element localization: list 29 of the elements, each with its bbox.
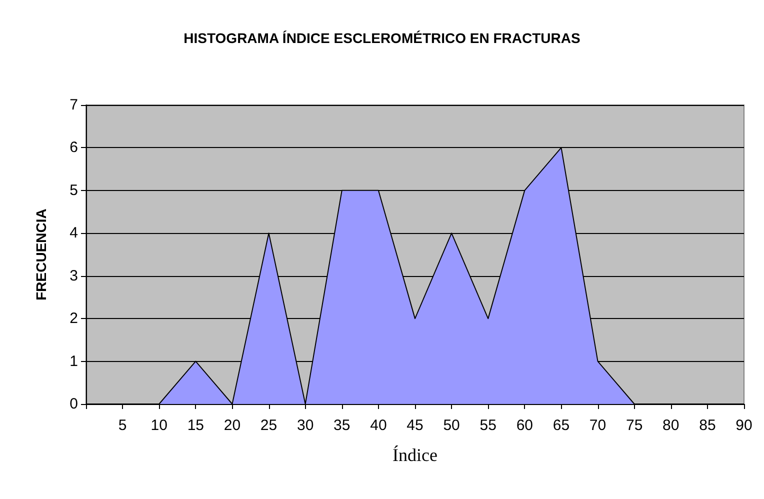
y-axis-title: FRECUENCIA bbox=[33, 208, 49, 300]
x-tick-label: 55 bbox=[480, 417, 496, 434]
y-tick-label: 5 bbox=[70, 182, 78, 199]
x-tick-label: 65 bbox=[552, 417, 570, 434]
x-tick-label: 25 bbox=[260, 417, 278, 434]
x-tick-label: 60 bbox=[516, 417, 534, 434]
x-tick-label: 30 bbox=[296, 417, 314, 434]
x-axis-title: Índice bbox=[392, 445, 438, 465]
x-tick-label: 50 bbox=[443, 417, 460, 434]
x-tick-label: 10 bbox=[150, 417, 168, 434]
y-tick-label: 1 bbox=[70, 352, 78, 370]
x-tick-label: 70 bbox=[589, 417, 606, 434]
x-tick-label: 85 bbox=[699, 417, 716, 434]
chart-title: HISTOGRAMA ÍNDICE ESCLEROMÉTRICO EN FRACTURAS bbox=[184, 30, 580, 46]
x-tick-label: 35 bbox=[334, 417, 350, 434]
x-tick-label: 80 bbox=[662, 417, 680, 434]
x-tick-label: 5 bbox=[118, 417, 127, 434]
x-tick-label: 15 bbox=[187, 417, 204, 434]
x-tick-label: 20 bbox=[224, 417, 241, 434]
y-tick-label: 7 bbox=[70, 96, 78, 114]
y-tick-label: 3 bbox=[70, 267, 78, 284]
y-tick-label: 4 bbox=[70, 224, 78, 242]
x-tick-label: 75 bbox=[626, 417, 643, 434]
y-tick-label: 0 bbox=[70, 396, 78, 412]
x-tick-label: 40 bbox=[370, 417, 387, 434]
x-tick-label: 90 bbox=[736, 417, 752, 434]
x-tick-label: 45 bbox=[406, 417, 424, 434]
y-tick-label: 6 bbox=[70, 139, 78, 156]
y-tick-label: 2 bbox=[70, 310, 78, 328]
